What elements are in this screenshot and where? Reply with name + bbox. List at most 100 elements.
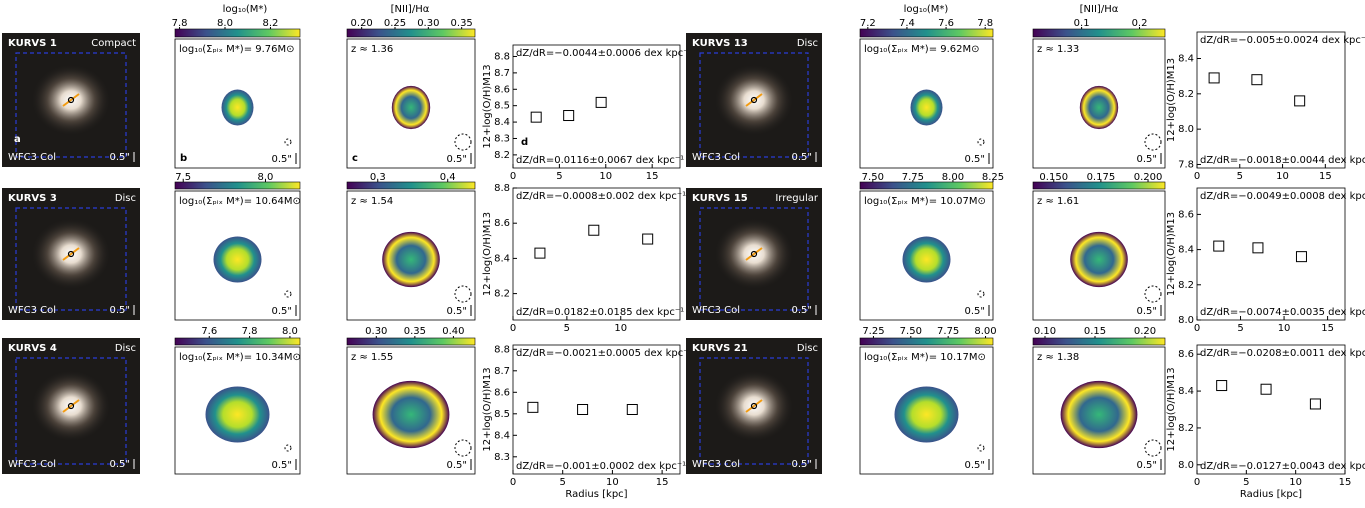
- colorbar-tick-label: 8.2: [263, 18, 279, 29]
- scale-label: 0.5": [964, 154, 985, 165]
- morphology: Disc: [115, 193, 136, 204]
- instrument-label: WFC3 Col: [8, 459, 56, 470]
- colorbar-tick-label: 8.25: [982, 172, 1004, 183]
- psf-circle: [1144, 285, 1162, 303]
- redshift-text: z ≈ 1.36: [351, 44, 393, 55]
- colorbar: [1032, 28, 1166, 38]
- y-tick-label: 8.2: [1178, 423, 1194, 434]
- colorbar-tick-label: 7.50: [900, 326, 922, 337]
- colorbar-tick-label: 7.50: [862, 172, 884, 183]
- gradient-top: dZ/dR=−0.0021±0.0005 dex kpc⁻¹: [516, 348, 693, 359]
- binned-point: [530, 111, 542, 123]
- y-tick-label: 8.5: [494, 101, 510, 112]
- centre-marker: [67, 402, 75, 410]
- kinematic-axis: [62, 399, 80, 413]
- y-tick-label: 8.8: [494, 183, 510, 194]
- scale-label: 0.5": [271, 306, 292, 317]
- colorbar: [859, 28, 994, 38]
- psf-circle: [454, 439, 472, 457]
- gradient-bottom: dZ/dR=−0.0018±0.0044 dex kpc⁻¹: [1200, 155, 1365, 166]
- colorbar-tick-label: 0.40: [442, 326, 464, 337]
- colorbar-tick-label: 0.20: [1134, 326, 1156, 337]
- colorbar-tick-label: 8.0: [217, 18, 233, 29]
- y-tick-label: 8.4: [494, 117, 510, 128]
- kinematic-axis: [745, 93, 763, 107]
- y-tick-label: 8.0: [1178, 124, 1194, 135]
- y-axis-label: 12+log(O/H)M13: [482, 367, 493, 451]
- colorbar: [859, 181, 994, 190]
- map-blob: [391, 85, 431, 130]
- psf-circle: [284, 290, 292, 298]
- binned-point: [626, 404, 638, 415]
- x-axis-label: Radius [kpc]: [565, 489, 627, 500]
- binned-point: [588, 224, 600, 236]
- binned-point: [1252, 242, 1264, 254]
- scale-label: 0.5": [109, 305, 130, 316]
- colorbar-tick-label: 0.35: [451, 18, 473, 29]
- y-tick-label: 8.3: [494, 133, 510, 144]
- x-tick-label: 0: [1194, 171, 1200, 182]
- mass-text: log₁₀(Σₚᵢₓ M*)= 10.64M⊙: [179, 196, 301, 207]
- scale-label: 0.5": [446, 306, 467, 317]
- psf-circle: [977, 138, 985, 146]
- colorbar-tick-label: 0.3: [370, 172, 386, 183]
- colorbar-tick-label: 0.200: [1134, 172, 1163, 183]
- colorbar-tick-label: 0.35: [404, 326, 426, 337]
- redshift-text: z ≈ 1.33: [1037, 44, 1079, 55]
- x-tick-label: 10: [606, 477, 619, 488]
- y-tick-label: 8.6: [494, 84, 510, 95]
- gradient-bottom: dZ/dR=−0.001±0.0002 dex kpc⁻¹: [516, 461, 686, 472]
- map-blob: [910, 89, 943, 126]
- instrument-label: WFC3 Col: [692, 152, 740, 163]
- y-tick-label: 8.6: [494, 387, 510, 398]
- colorbar-tick-label: 7.5: [175, 172, 191, 183]
- binned-point: [1295, 251, 1307, 263]
- x-tick-label: 5: [560, 477, 566, 488]
- colorbar-tick-label: 7.25: [862, 326, 884, 337]
- colorbar-tick-label: 7.6: [938, 18, 954, 29]
- psf-circle: [284, 444, 292, 452]
- colorbar: [1032, 181, 1166, 190]
- x-tick-label: 10: [614, 323, 627, 334]
- scale-label: 0.5": [1136, 154, 1157, 165]
- map-blob: [1070, 231, 1128, 288]
- centre-marker: [750, 250, 758, 258]
- galaxy-name: KURVS 1: [8, 38, 57, 49]
- mass-text: log₁₀(Σₚᵢₓ M*)= 9.62M⊙: [864, 44, 980, 55]
- y-axis-label: 12+log(O/H)M13: [1166, 212, 1177, 296]
- colorbar-tick-label: 0.175: [1087, 172, 1116, 183]
- psf-circle: [977, 444, 985, 452]
- y-tick-label: 8.2: [494, 150, 510, 161]
- panel-letter: a: [14, 134, 21, 145]
- y-axis-label: 12+log(O/H)M13: [482, 212, 493, 296]
- y-tick-label: 8.4: [494, 253, 510, 264]
- colorbar: [346, 28, 476, 38]
- scale-label: 0.5": [964, 306, 985, 317]
- kinematic-axis: [62, 247, 80, 261]
- binned-point: [642, 233, 654, 245]
- plot-frame: [1196, 344, 1346, 475]
- centre-marker: [67, 96, 75, 104]
- scale-label: 0.5": [271, 154, 292, 165]
- gradient-top: dZ/dR=−0.0208±0.0011 dex kpc⁻¹: [1200, 348, 1365, 359]
- map-blob: [1079, 85, 1119, 130]
- x-axis-label: Radius [kpc]: [1240, 489, 1302, 500]
- scale-label: 0.5": [791, 459, 812, 470]
- instrument-label: WFC3 Col: [692, 459, 740, 470]
- morphology: Disc: [797, 343, 818, 354]
- x-tick-label: 15: [1319, 171, 1332, 182]
- x-tick-label: 5: [1237, 171, 1243, 182]
- colorbar-tick-label: 0.2: [1132, 18, 1148, 29]
- binned-point: [534, 247, 546, 259]
- psf-circle: [977, 290, 985, 298]
- map-blob: [213, 236, 262, 283]
- y-tick-label: 8.0: [1178, 315, 1194, 326]
- map-blob: [894, 386, 959, 443]
- plot-frame: [1196, 187, 1346, 321]
- binned-point: [1216, 380, 1228, 392]
- x-tick-label: 10: [1276, 171, 1289, 182]
- colorbar-tick-label: 0.15: [1084, 326, 1106, 337]
- field-box: [699, 52, 809, 158]
- morphology: Irregular: [775, 193, 819, 204]
